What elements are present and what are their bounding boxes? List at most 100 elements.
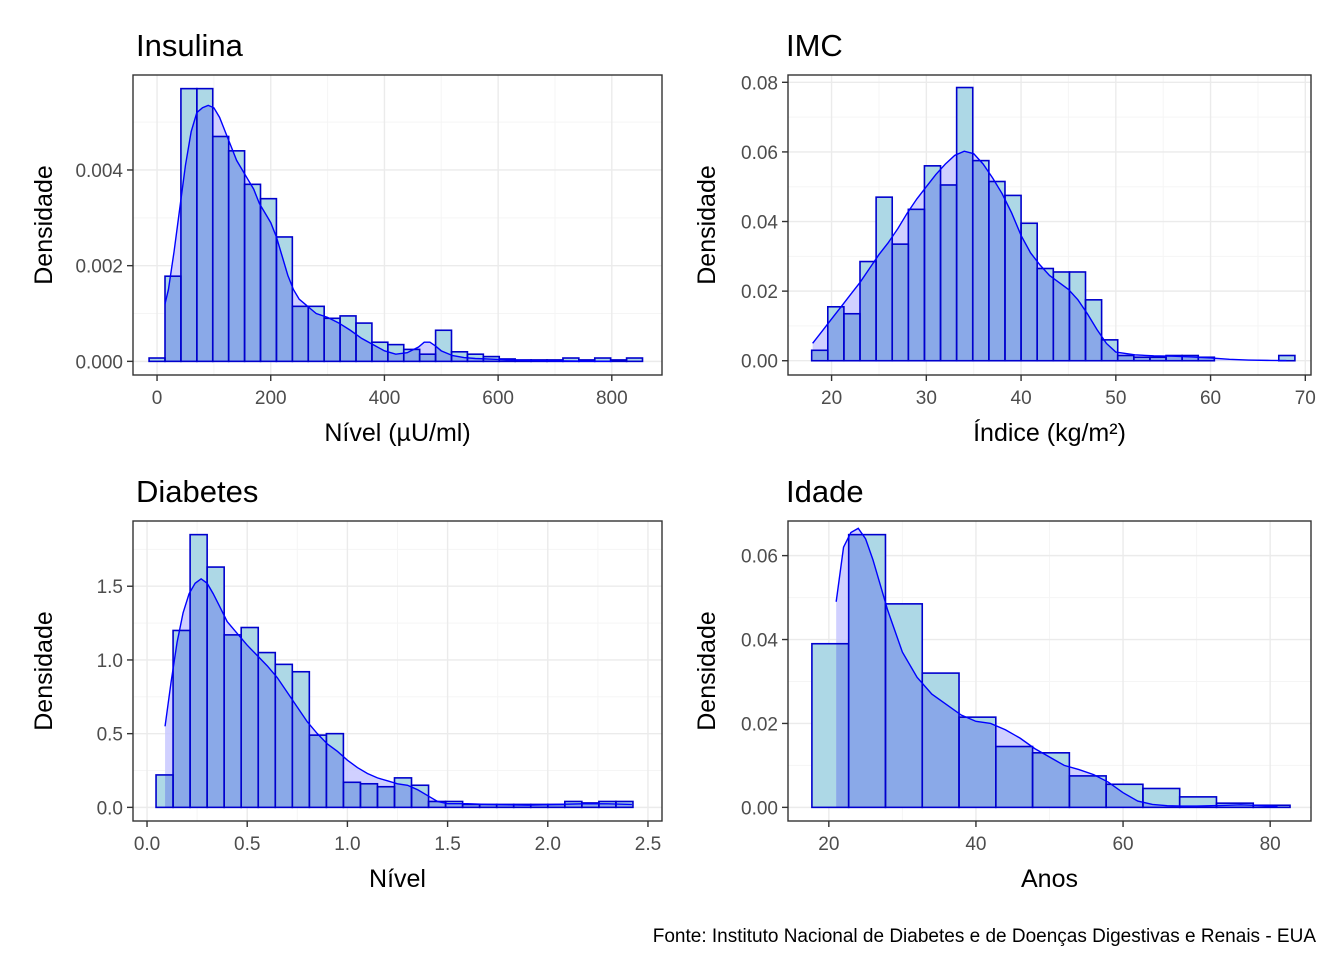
histogram-bar-overlap	[1032, 752, 1070, 808]
panel-1: 0 200 400 600 800 0.000 0.002 0.004 Insulina Níve…	[30, 28, 663, 447]
x-tick-label: 70	[1295, 388, 1316, 409]
histogram-bar-overlap	[309, 735, 327, 808]
y-tick-label: 0.002	[75, 257, 123, 278]
histogram-bar-outline	[275, 236, 294, 363]
y-axis-title: Densidade	[693, 611, 721, 731]
panel-border	[787, 74, 1312, 376]
y-axis-title: Densidade	[30, 165, 58, 285]
histogram-bar-overlap	[1069, 775, 1107, 808]
histogram-bar-overlap	[876, 236, 893, 361]
panel-title: Insulina	[136, 28, 244, 63]
y-tick-label: 1.5	[97, 577, 123, 598]
x-axis-title: Anos	[1021, 865, 1078, 893]
panel-border	[132, 520, 663, 822]
histogram-bar-overlap	[228, 150, 245, 362]
x-tick-label: 200	[255, 388, 287, 409]
density-line	[164, 104, 612, 362]
x-tick-label: 400	[369, 388, 401, 409]
histogram-bar-overlap	[1037, 268, 1054, 361]
panel-title: Diabetes	[136, 474, 258, 509]
histogram-bar	[149, 358, 166, 362]
histogram-bar-overlap	[988, 181, 1005, 361]
y-axis-title: Densidade	[693, 165, 721, 285]
x-axis-title: Nível (µU/ml)	[324, 419, 470, 447]
histogram-bar	[1179, 796, 1217, 808]
x-tick-label: 60	[1200, 388, 1221, 409]
histogram-bar-overlap	[292, 306, 309, 362]
histogram-bar-overlap	[326, 742, 344, 808]
histogram-bar-overlap	[959, 717, 996, 808]
histogram-bar-overlap	[241, 638, 259, 808]
histogram-bar-overlap	[1117, 355, 1134, 361]
x-tick-label: 1.5	[434, 834, 460, 855]
histogram-bar-overlap	[1133, 357, 1150, 361]
histogram-bar-overlap	[995, 746, 1033, 808]
histogram-bar-overlap	[324, 318, 341, 362]
x-tick-label: 0	[152, 388, 163, 409]
histogram-bar-overlap	[292, 699, 310, 808]
density-line	[835, 527, 1278, 808]
histogram-bar-overlap	[848, 534, 886, 808]
x-axis-title: Nível	[369, 865, 426, 893]
y-tick-label: 0.00	[741, 352, 778, 373]
histogram-bar-overlap	[940, 184, 957, 361]
histogram-bar-outline	[1100, 339, 1119, 362]
histogram-bar-outline	[609, 359, 628, 363]
histogram-bar-overlap	[340, 323, 357, 362]
panel-title: Idade	[786, 474, 864, 509]
histogram-bar-overlap	[1149, 357, 1167, 361]
y-tick-label: 0.0	[97, 798, 123, 819]
x-tick-label: 0.5	[234, 834, 260, 855]
histogram-bar	[562, 358, 579, 362]
histogram-bar-overlap	[1004, 199, 1022, 361]
plot-area	[148, 87, 644, 363]
x-tick-label: 600	[482, 388, 514, 409]
x-tick-label: 30	[916, 388, 937, 409]
histogram-bar-overlap	[885, 603, 923, 808]
histogram-bar-overlap	[343, 782, 361, 808]
histogram-bar-outline	[1252, 804, 1291, 809]
histogram-bar-overlap	[196, 105, 213, 362]
histogram-bar-overlap	[173, 630, 191, 808]
histogram-bar-overlap	[922, 683, 960, 808]
caption: Fonte: Instituto Nacional de Diabetes e …	[653, 926, 1317, 947]
histogram-bar-overlap	[581, 803, 599, 808]
x-tick-label: 1.0	[334, 834, 360, 855]
histogram-bar-outline	[1084, 299, 1103, 362]
histogram-bar-overlap	[1085, 310, 1102, 361]
x-tick-label: 50	[1105, 388, 1126, 409]
x-tick-label: 0.0	[134, 834, 160, 855]
y-tick-label: 0.000	[75, 352, 123, 373]
histogram-bar-overlap	[411, 787, 429, 808]
panel-4: 20 40 60 80 0.00 0.02 0.04 0.06 Idade Anos Densida…	[693, 474, 1312, 893]
histogram-bar-overlap	[598, 803, 616, 808]
x-tick-label: 2.5	[635, 834, 661, 855]
plot-area	[155, 533, 634, 809]
histogram-bar-overlap	[1101, 339, 1118, 361]
histogram-bar-overlap	[1053, 278, 1070, 361]
histogram-bar-overlap	[836, 643, 849, 808]
y-axis-title: Densidade	[30, 611, 58, 731]
histogram-bar-overlap	[258, 656, 276, 808]
histogram-bar-overlap	[419, 354, 436, 362]
histogram-bar-outline	[325, 732, 345, 809]
histogram-bar-outline	[625, 357, 644, 363]
panel-border	[132, 74, 663, 376]
histogram-bar-overlap	[377, 786, 395, 808]
y-tick-label: 1.0	[97, 651, 123, 672]
density-line	[812, 150, 1287, 362]
histogram-bar-overlap	[1069, 290, 1086, 361]
plot-area	[811, 527, 1291, 809]
histogram-bar-overlap	[224, 634, 242, 808]
x-tick-label: 80	[1260, 834, 1281, 855]
histogram-bar-overlap	[892, 244, 909, 361]
panel-3: 0.0 0.5 1.0 1.5 2.0 2.5 0.0 0.5 1.0 1.5 Diabetes Ní…	[30, 474, 663, 893]
x-tick-label: 40	[965, 834, 986, 855]
histogram-bar-overlap	[212, 136, 229, 362]
histogram-bar	[594, 358, 611, 362]
x-tick-label: 40	[1011, 388, 1032, 409]
histogram-bar-overlap	[394, 782, 412, 808]
x-tick-label: 60	[1112, 834, 1133, 855]
histogram-bar	[1142, 788, 1180, 808]
y-tick-label: 0.04	[741, 213, 778, 234]
